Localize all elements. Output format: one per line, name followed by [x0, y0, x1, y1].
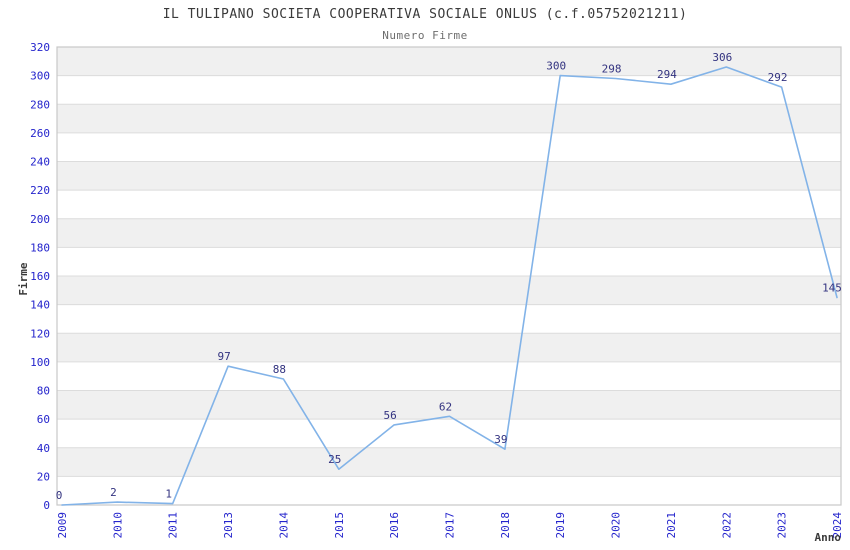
y-tick-label: 80 [37, 385, 50, 398]
data-point-label: 145 [822, 282, 842, 295]
data-point-label: 56 [383, 409, 396, 422]
y-tick-label: 40 [37, 442, 50, 455]
x-axis-label: Anno [814, 531, 842, 544]
data-point-label: 62 [439, 400, 452, 413]
chart-title: IL TULIPANO SOCIETA COOPERATIVA SOCIALE … [162, 7, 688, 22]
x-tick-label: 2014 [277, 512, 290, 539]
y-tick-label: 0 [43, 499, 50, 512]
plot-band [57, 161, 841, 191]
y-tick-label: 260 [30, 127, 50, 140]
data-point-label: 25 [328, 453, 341, 466]
x-tick-label: 2018 [499, 512, 512, 539]
x-tick-label: 2016 [388, 512, 401, 539]
plot-band [57, 390, 841, 420]
x-tick-label: 2011 [167, 512, 180, 539]
x-tick-label: 2022 [720, 512, 733, 539]
y-tick-label: 320 [30, 41, 50, 54]
data-point-label: 0 [56, 489, 63, 502]
x-tick-label: 2017 [444, 512, 457, 539]
y-tick-label: 160 [30, 270, 50, 283]
x-tick-label: 2021 [665, 512, 678, 539]
data-line [61, 66, 838, 506]
plot-band [57, 333, 841, 362]
x-tick-label: 2019 [554, 512, 567, 539]
data-point-label: 306 [712, 51, 732, 64]
data-point-label: 39 [494, 433, 507, 446]
y-tick-label: 220 [30, 184, 50, 197]
x-tick-label: 2023 [776, 512, 789, 539]
data-point-label: 97 [217, 350, 230, 363]
y-tick-label: 180 [30, 241, 50, 254]
y-tick-label: 280 [30, 98, 50, 111]
plot-band [57, 104, 841, 133]
data-point-label: 294 [657, 68, 677, 81]
data-point-label: 2 [110, 486, 117, 499]
data-point-label: 292 [768, 71, 788, 84]
data-point-label: 1 [165, 488, 172, 501]
y-tick-label: 60 [37, 413, 50, 426]
y-tick-label: 300 [30, 70, 50, 83]
y-tick-label: 20 [37, 470, 50, 483]
x-tick-label: 2020 [610, 512, 623, 539]
data-point-label: 88 [273, 363, 286, 376]
y-axis-label: Firme [17, 262, 30, 296]
data-point-label: 298 [602, 63, 622, 76]
plot-band [57, 447, 841, 477]
plot-band [57, 47, 841, 76]
x-tick-label: 2013 [222, 512, 235, 539]
y-tick-label: 120 [30, 327, 50, 340]
x-tick-label: 2010 [111, 512, 124, 539]
y-tick-label: 200 [30, 213, 50, 226]
x-tick-label: 2024 [831, 512, 844, 539]
x-tick-label: 2015 [333, 512, 346, 539]
plot-border [56, 46, 842, 506]
y-tick-label: 140 [30, 299, 50, 312]
y-tick-label: 100 [30, 356, 50, 369]
plot-band [57, 276, 841, 305]
plot-band [57, 218, 841, 248]
chart-subtitle: Numero Firme [382, 29, 468, 42]
x-tick-label: 2009 [56, 512, 69, 539]
data-point-label: 300 [546, 60, 566, 73]
y-tick-label: 240 [30, 156, 50, 169]
